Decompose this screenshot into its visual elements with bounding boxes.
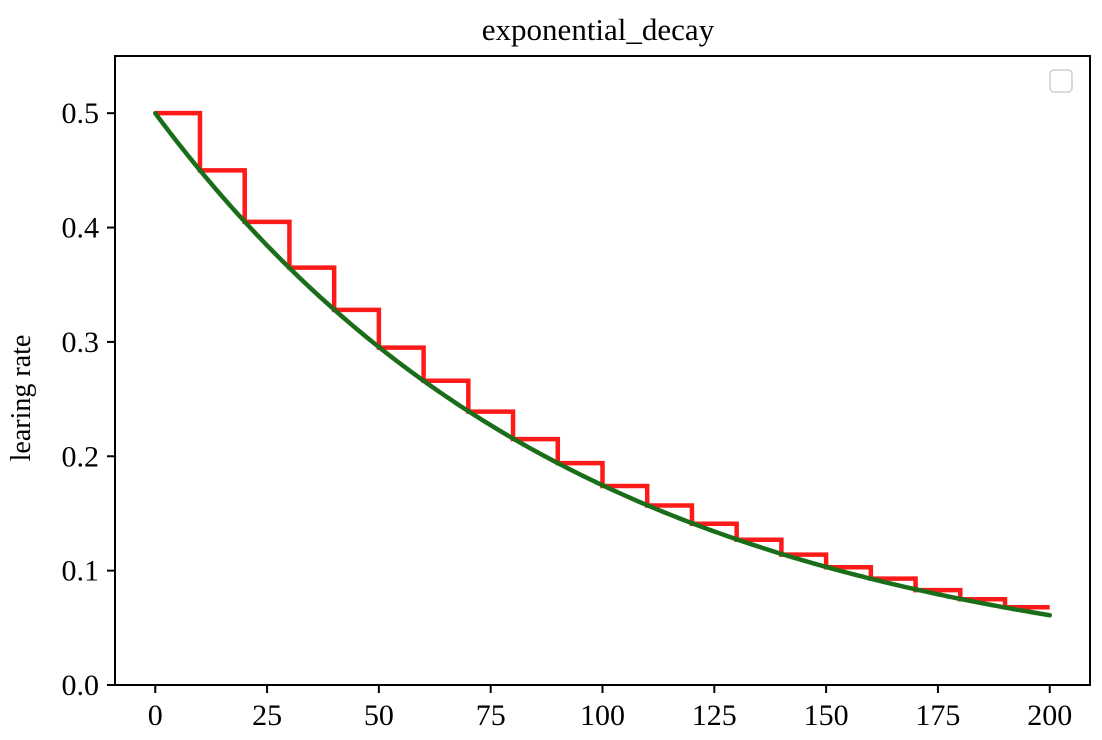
chart-title: exponential_decay xyxy=(482,12,715,47)
y-tick-label: 0.4 xyxy=(62,212,100,245)
x-tick-label: 125 xyxy=(692,699,737,732)
y-tick-label: 0.5 xyxy=(62,97,100,130)
y-tick-label: 0.3 xyxy=(62,326,100,359)
x-tick-label: 50 xyxy=(364,699,394,732)
plot-area: 0 25 50 75 100 125 150 175 200 0.0 0.1 0.2 0.3 0.4 0.5 xyxy=(62,55,1091,732)
y-tick-label: 0.0 xyxy=(62,669,100,702)
y-axis-label: learing rate xyxy=(6,335,37,462)
y-tick-label: 0.1 xyxy=(62,555,100,588)
x-tick-label: 100 xyxy=(580,699,625,732)
x-tick-label: 0 xyxy=(148,699,163,732)
x-tick-label: 175 xyxy=(915,699,960,732)
legend-box xyxy=(1049,69,1073,93)
x-tick-label: 75 xyxy=(476,699,506,732)
x-tick-label: 25 xyxy=(252,699,282,732)
staircase-series-line xyxy=(155,110,1050,610)
y-tick-label: 0.2 xyxy=(62,440,100,473)
x-tick-label: 200 xyxy=(1027,699,1072,732)
exponential-series-line xyxy=(153,110,1052,618)
x-tick-label: 150 xyxy=(804,699,849,732)
